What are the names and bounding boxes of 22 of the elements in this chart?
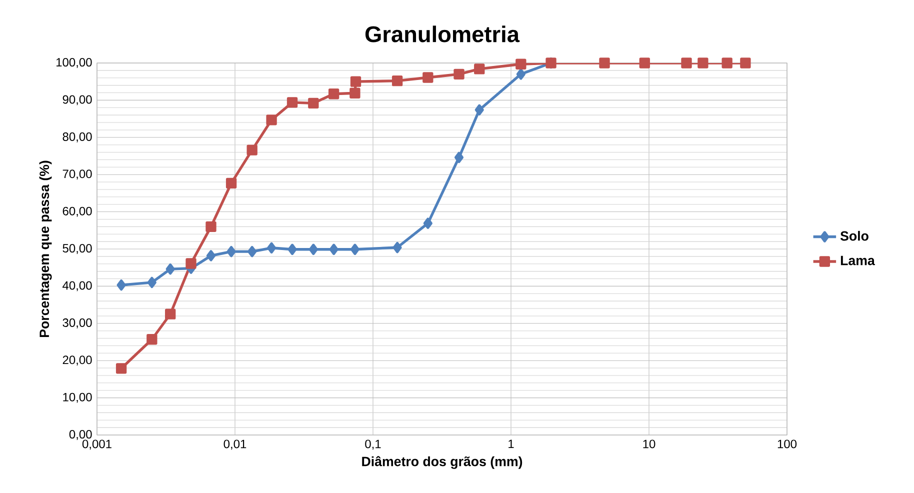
y-tick-label: 60,00 [62, 206, 92, 217]
x-tick-label: 0,001 [82, 440, 112, 450]
y-tick-label: 50,00 [62, 244, 92, 254]
x-tick-label: 0,1 [365, 440, 381, 450]
y-axis-title: Porcentagem que passa (%) [39, 160, 52, 338]
chart-title: Granulometria [365, 26, 520, 42]
x-tick-label: 1 [508, 440, 514, 448]
x-axis-title: Diâmetro dos grãos (mm) [362, 456, 522, 469]
y-tick-label: 30,00 [62, 318, 92, 328]
x-tick-label: 0,01 [224, 440, 246, 450]
x-tick-label: 100 [778, 440, 797, 448]
legend-label: Lama [840, 256, 875, 266]
legend-label: Solo [840, 230, 868, 241]
x-tick-label: 10 [643, 440, 656, 448]
y-tick-label: 40,00 [62, 281, 92, 292]
y-tick-label: 70,00 [62, 170, 92, 180]
y-tick-label: 100,00 [56, 58, 92, 68]
y-tick-label: 20,00 [62, 356, 92, 366]
y-tick-label: 80,00 [62, 132, 92, 142]
y-tick-label: 90,00 [62, 95, 92, 106]
y-tick-label: 0,00 [69, 430, 92, 440]
y-tick-label: 10,00 [63, 392, 92, 403]
